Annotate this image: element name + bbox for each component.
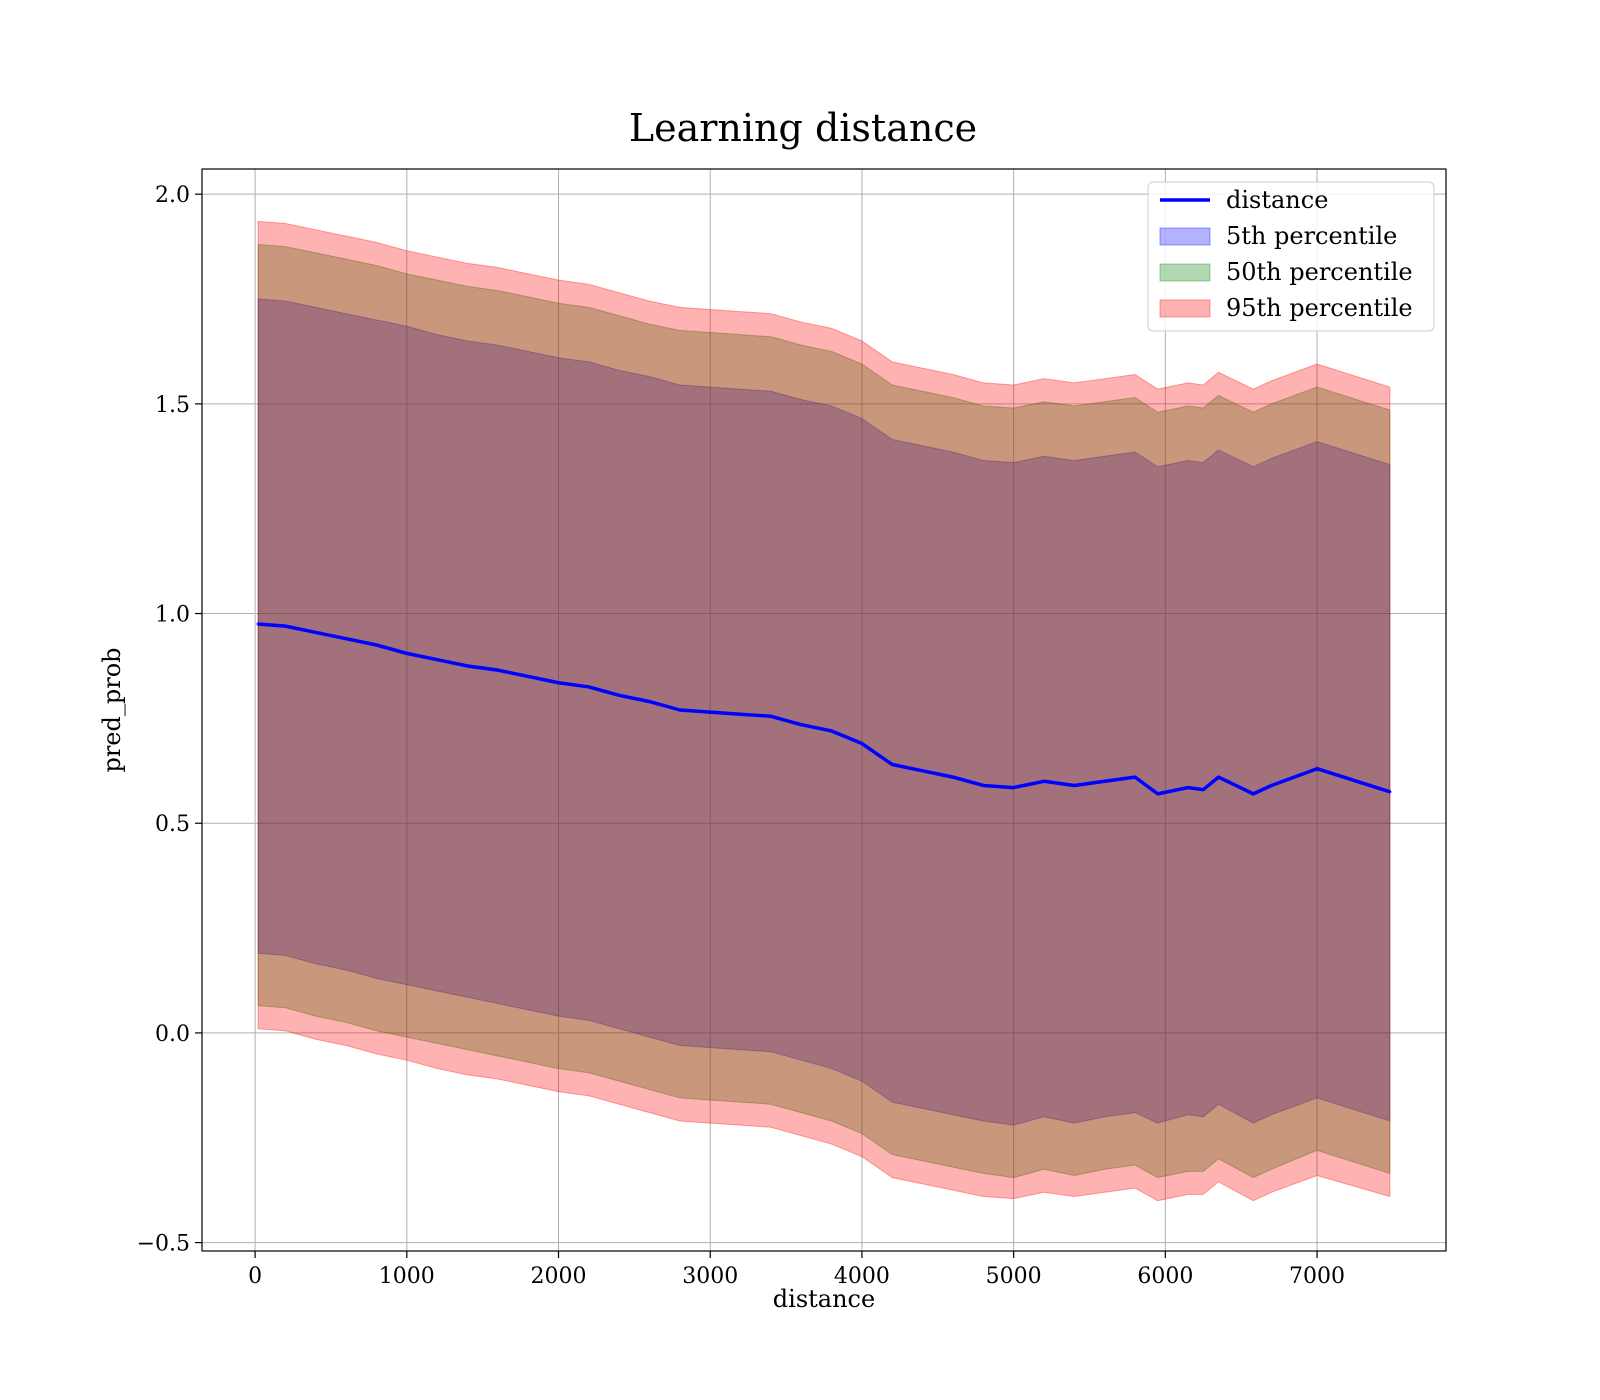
y-axis-ticks: −0.5 0.0 0.5 1.0 1.5 2.0 [137,183,202,1257]
data-point [1251,792,1255,796]
data-point [405,651,409,655]
data-point [587,685,591,689]
y-tick-label: 0.5 [155,812,190,837]
band-5th-percentile [257,298,1391,1126]
data-point [1133,775,1137,779]
data-point [890,763,894,767]
data-point [1315,767,1319,771]
data-point [1012,786,1016,790]
data-point [860,742,864,746]
x-tick-label: 2000 [531,1264,587,1289]
data-point [465,664,469,668]
legend-label-distance: distance [1226,186,1328,214]
data-point [739,712,743,716]
y-tick-label: 0.0 [155,1022,190,1047]
data-point [648,700,652,704]
x-axis-ticks: 0 1000 2000 3000 4000 5000 6000 7000 [248,1251,1345,1289]
data-point [799,723,803,727]
data-point [283,624,287,628]
percentile-bands [257,220,1391,1202]
data-point [1103,779,1107,783]
data-point [557,681,561,685]
band-95th-percentile [257,220,1391,1202]
data-point [1072,783,1076,787]
legend-label-50th-percentile: 50th percentile [1226,258,1413,286]
data-point [374,643,378,647]
legend-swatch-50th-percentile [1159,263,1211,282]
data-point [344,637,348,641]
data-point [1042,779,1046,783]
data-point [1201,788,1205,792]
y-tick-label: −0.5 [137,1232,190,1257]
legend-swatch-95th-percentile [1159,299,1211,318]
data-point [708,710,712,714]
x-tick-label: 6000 [1137,1264,1193,1289]
x-tick-label: 3000 [682,1264,738,1289]
chart-title: Learning distance [629,106,977,150]
data-point [1388,790,1392,794]
x-tick-label: 7000 [1289,1264,1345,1289]
data-point [496,668,500,672]
data-point [617,693,621,697]
legend-label-5th-percentile: 5th percentile [1226,222,1397,250]
data-point [314,630,318,634]
data-point [526,674,530,678]
legend: distance 5th percentile 50th percentile 95t… [1147,181,1435,332]
data-point [256,622,260,626]
x-tick-label: 1000 [379,1264,435,1289]
band-50th-percentile [257,243,1391,1179]
data-point [769,714,773,718]
data-point [1156,792,1160,796]
x-tick-label: 0 [248,1264,262,1289]
y-axis-label: pred_prob [98,647,126,772]
y-tick-label: 1.5 [155,393,190,418]
data-point [830,729,834,733]
data-point [435,658,439,662]
data-point [678,708,682,712]
data-point [1186,786,1190,790]
data-point [921,769,925,773]
data-point [1216,775,1220,779]
legend-box [1147,181,1435,332]
series-line-distance [257,622,1391,796]
y-tick-label: 1.0 [155,603,190,628]
y-tick-label: 2.0 [155,183,190,208]
data-point [951,775,955,779]
data-point [981,783,985,787]
x-tick-label: 4000 [834,1264,890,1289]
plot-frame [201,168,1447,1252]
distance-line-layer [256,622,1392,796]
x-tick-label: 5000 [986,1264,1042,1289]
legend-label-95th-percentile: 95th percentile [1226,294,1413,322]
data-point [1270,783,1274,787]
legend-swatch-5th-percentile [1159,227,1211,246]
x-axis-label: distance [773,1285,875,1313]
